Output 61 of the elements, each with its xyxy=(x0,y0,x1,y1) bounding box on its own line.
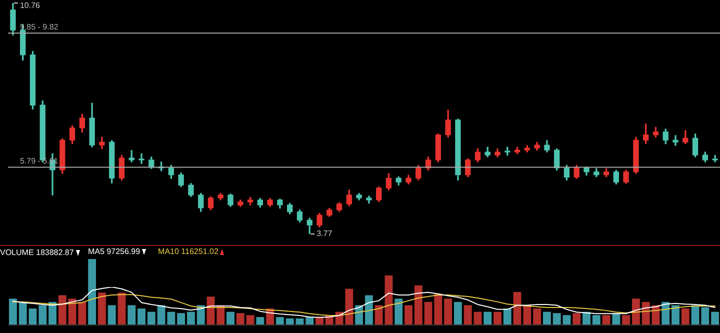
bar xyxy=(58,295,66,325)
bar xyxy=(364,295,373,325)
bar xyxy=(592,315,600,325)
bar xyxy=(711,312,720,325)
bar xyxy=(256,317,264,325)
bar xyxy=(474,312,482,325)
bar xyxy=(701,307,710,325)
bar xyxy=(681,308,690,325)
text: VOLUME 183882.87 xyxy=(0,248,75,257)
bar xyxy=(552,313,561,325)
bar xyxy=(494,312,502,325)
bar xyxy=(632,298,640,325)
bar xyxy=(88,259,96,325)
bar xyxy=(306,317,314,325)
bar xyxy=(78,302,86,325)
bar xyxy=(662,302,670,325)
bar xyxy=(424,302,432,325)
bar xyxy=(572,313,581,325)
bar xyxy=(196,305,205,325)
bar xyxy=(8,298,17,325)
bar xyxy=(454,302,462,325)
bar xyxy=(18,302,27,325)
bar xyxy=(236,313,244,325)
bar xyxy=(503,308,512,325)
bar xyxy=(622,315,630,325)
bar xyxy=(602,315,610,325)
bar xyxy=(484,312,492,325)
annotation: 10.76 xyxy=(20,1,41,10)
bar xyxy=(226,312,234,325)
bar xyxy=(542,312,551,325)
bar xyxy=(108,305,116,325)
bar xyxy=(672,305,680,325)
bar xyxy=(186,312,195,325)
bar xyxy=(414,285,422,325)
bar xyxy=(444,298,452,325)
bar xyxy=(404,305,412,325)
bar xyxy=(533,308,542,325)
bar xyxy=(38,305,47,325)
bar xyxy=(464,305,472,325)
text: MA10 116251.02 xyxy=(158,247,220,256)
bar xyxy=(167,312,176,325)
bar xyxy=(138,308,146,325)
bar xyxy=(118,292,126,325)
bar xyxy=(374,305,383,325)
bar xyxy=(28,308,37,325)
bar xyxy=(345,288,354,325)
text: MA5 97256.99 xyxy=(88,247,142,256)
bar xyxy=(177,313,186,325)
bar xyxy=(246,315,254,325)
bar xyxy=(394,298,403,325)
bar xyxy=(286,318,294,325)
bar xyxy=(562,315,571,325)
bar xyxy=(523,305,532,325)
bar xyxy=(98,292,106,325)
bar xyxy=(642,302,650,325)
annotation: 3.77 xyxy=(316,229,333,238)
bar xyxy=(147,312,156,325)
bar xyxy=(434,294,442,325)
bar xyxy=(128,305,136,325)
bar xyxy=(48,302,56,325)
bar xyxy=(276,317,284,325)
